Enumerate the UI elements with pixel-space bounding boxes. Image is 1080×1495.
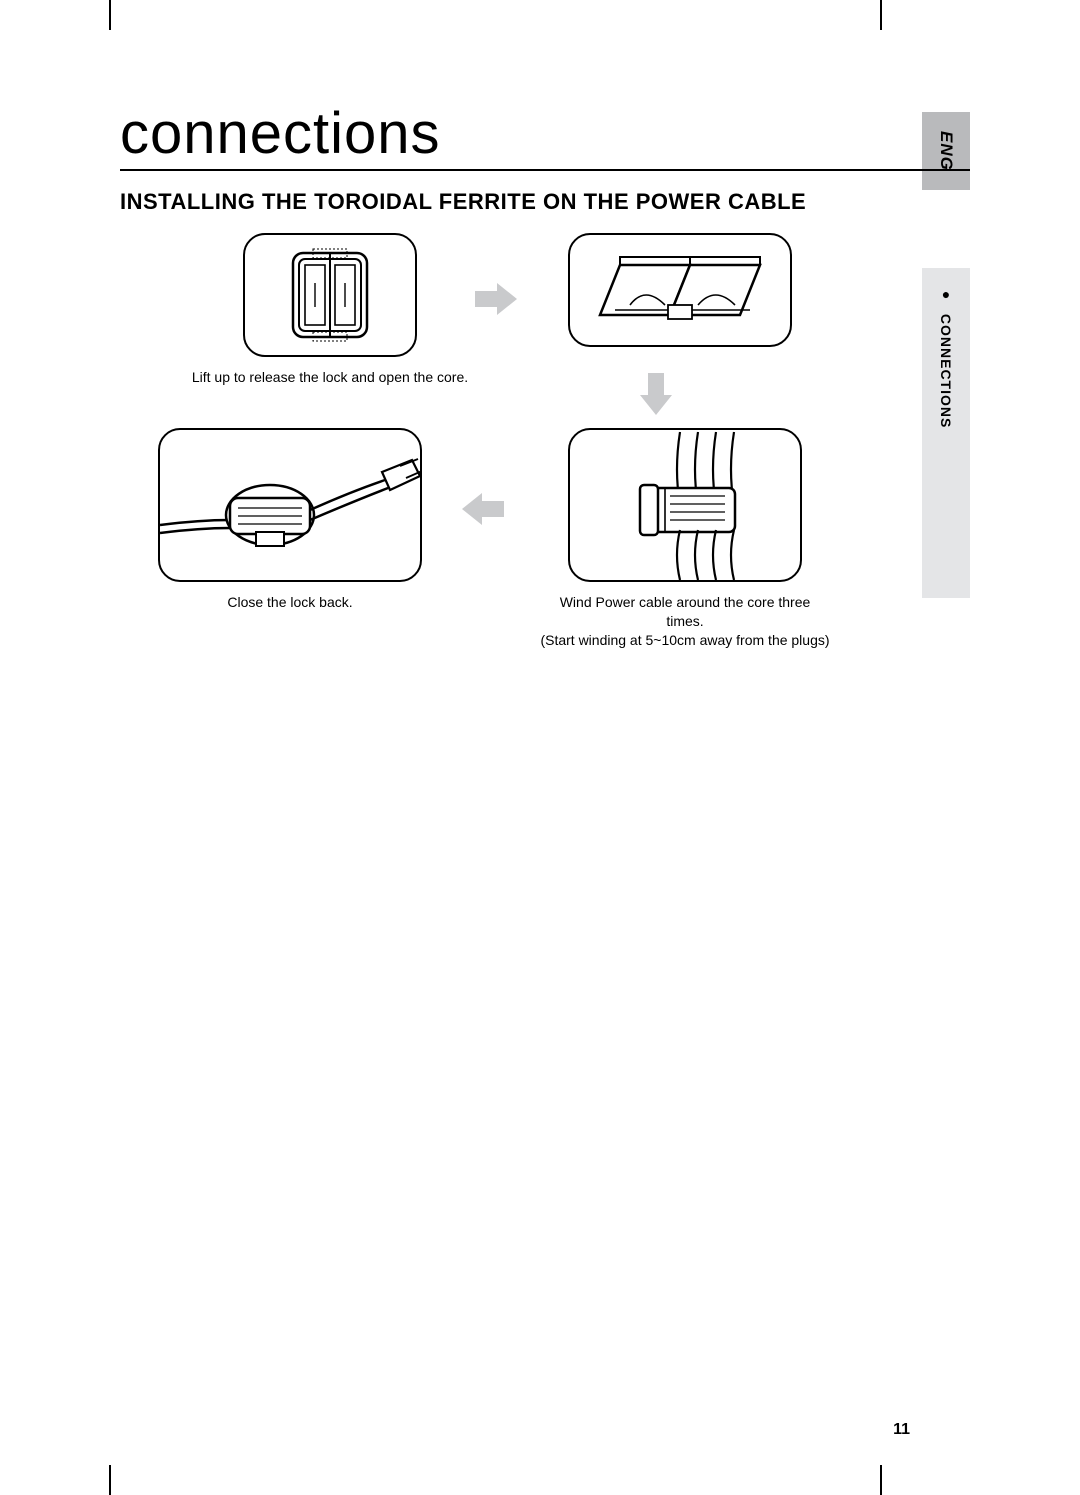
step2-cell — [545, 233, 815, 350]
crop-mark — [109, 0, 111, 30]
step4-caption: Close the lock back. — [140, 593, 440, 612]
step3-caption-line1: Wind Power cable around the core three t… — [560, 594, 811, 629]
close-lock-icon — [160, 430, 420, 580]
step3-caption-line2: (Start winding at 5~10cm away from the p… — [540, 632, 829, 648]
page-content: connections INSTALLING THE TOROIDAL FERR… — [120, 100, 970, 1395]
arrow-down-icon — [640, 373, 672, 417]
wind-cable-icon — [570, 430, 800, 580]
crop-mark — [880, 1465, 882, 1495]
page-number: 11 — [893, 1421, 910, 1439]
manual-page: ENG ● CONNECTIONS connections INSTALLING… — [0, 0, 1080, 1495]
crop-mark — [880, 0, 882, 30]
step1-caption: Lift up to release the lock and open the… — [180, 368, 480, 387]
section-title: INSTALLING THE TOROIDAL FERRITE ON THE P… — [120, 189, 970, 215]
step3-cell: Wind Power cable around the core three t… — [540, 428, 830, 650]
arrow-right-icon — [475, 283, 519, 315]
ferrite-open-icon — [570, 235, 790, 345]
close-lock-illustration — [158, 428, 422, 582]
ferrite-closed-illustration — [243, 233, 417, 357]
diagram-area: Lift up to release the lock and open the… — [120, 233, 970, 653]
ferrite-closed-icon — [245, 235, 415, 355]
crop-mark — [109, 1465, 111, 1495]
step3-caption: Wind Power cable around the core three t… — [540, 593, 830, 650]
step1-cell: Lift up to release the lock and open the… — [180, 233, 480, 387]
chapter-title: connections — [120, 100, 441, 171]
wind-cable-illustration — [568, 428, 802, 582]
step4-cell: Close the lock back. — [140, 428, 440, 612]
ferrite-open-illustration — [568, 233, 792, 347]
arrow-left-icon — [460, 493, 504, 525]
